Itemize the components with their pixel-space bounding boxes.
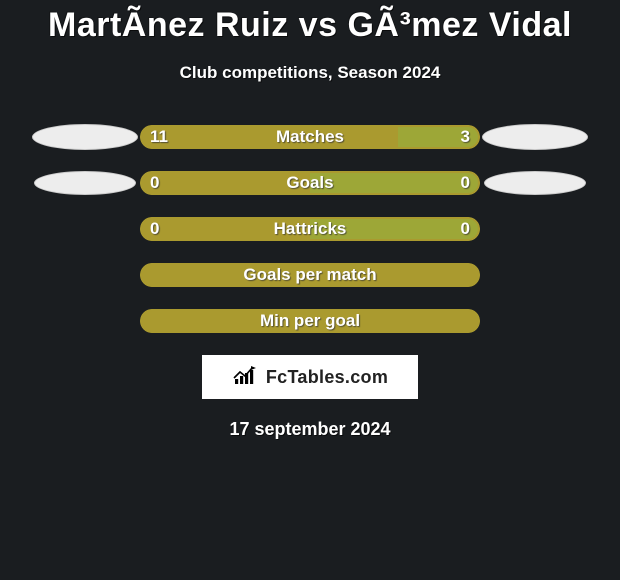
stat-bar-segment-b xyxy=(310,171,480,195)
stat-bar: 0 0 Goals xyxy=(140,171,480,195)
stat-bar: Min per goal xyxy=(140,309,480,333)
stat-bar-segment-a xyxy=(140,171,310,195)
stat-value-a: 0 xyxy=(150,173,159,193)
stat-row: Min per goal xyxy=(0,309,620,333)
date-label: 17 september 2024 xyxy=(0,419,620,440)
stat-label: Matches xyxy=(276,127,344,147)
stat-row: 0 0 Goals xyxy=(0,171,620,195)
logo-bars-icon xyxy=(232,364,260,391)
side-right xyxy=(480,124,590,150)
stat-bar: 11 3 Matches xyxy=(140,125,480,149)
stat-bar: 0 0 Hattricks xyxy=(140,217,480,241)
logo-text: FcTables.com xyxy=(266,367,388,388)
stat-value-a: 11 xyxy=(150,127,168,147)
stats-rows: 11 3 Matches 0 0 Goals 0 0 Hattricks Goals per ma… xyxy=(0,125,620,333)
stat-label: Goals xyxy=(286,173,333,193)
stat-bar: Goals per match xyxy=(140,263,480,287)
player-b-ellipse xyxy=(484,171,586,195)
comparison-subtitle: Club competitions, Season 2024 xyxy=(0,63,620,83)
player-a-ellipse xyxy=(32,124,138,150)
player-b-ellipse xyxy=(482,124,588,150)
stat-value-b: 0 xyxy=(461,219,470,239)
stat-row: Goals per match xyxy=(0,263,620,287)
stat-bar-segment-a xyxy=(140,125,398,149)
side-left xyxy=(30,171,140,195)
stat-label: Hattricks xyxy=(274,219,347,239)
stat-label: Goals per match xyxy=(243,265,376,285)
stat-value-a: 0 xyxy=(150,219,159,239)
player-a-ellipse xyxy=(34,171,136,195)
side-right xyxy=(480,171,590,195)
stat-row: 0 0 Hattricks xyxy=(0,217,620,241)
stat-value-b: 0 xyxy=(461,173,470,193)
comparison-title: MartÃ­nez Ruiz vs GÃ³mez Vidal xyxy=(0,6,620,45)
stat-label: Min per goal xyxy=(260,311,360,331)
comparison-card: MartÃ­nez Ruiz vs GÃ³mez Vidal Club comp… xyxy=(0,0,620,580)
side-left xyxy=(30,124,140,150)
stat-row: 11 3 Matches xyxy=(0,125,620,149)
stat-value-b: 3 xyxy=(461,127,470,147)
logo-box: FcTables.com xyxy=(202,355,418,399)
